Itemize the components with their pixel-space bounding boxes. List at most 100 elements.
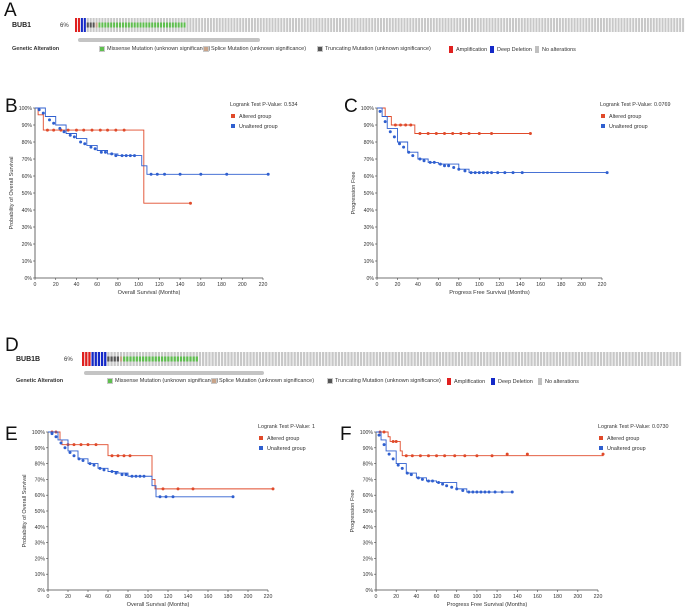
series-line-altered-group [377,107,531,134]
censor-mark [473,171,477,175]
oncoprint-sample [659,352,663,366]
oncoprint-sample [442,352,445,366]
y-tick-label: 90% [35,446,46,452]
oncoprint-sample [306,18,309,32]
oncoprint-sample [206,18,210,32]
legend-label: Missense Mutation (unknown significance) [115,378,219,384]
oncoprint-alteration [148,22,151,28]
oncoprint-sample [628,352,631,366]
y-tick-label: 40% [22,208,33,214]
legend-label: Deep Deletion [498,378,533,385]
oncoprint-sample [347,18,350,32]
censor-mark [130,474,134,478]
oncoprint-sample [599,18,602,32]
series-line-unaltered-group [377,107,608,174]
oncoprint-sample [327,18,330,32]
oncoprint-sample [242,18,245,32]
oncoprint-sample [341,18,344,32]
censor-mark [398,142,401,146]
oncoprint-sample [400,18,403,32]
oncoprint-sample [664,18,667,32]
x-tick-label: 20 [53,282,59,288]
oncoprint-sample [315,352,318,366]
legend-label: Amplification [456,46,488,53]
oncoprint-sample [541,18,544,32]
oncoprint-sample [340,352,344,366]
oncoprint-sample [652,18,655,32]
oncoprint-sample [289,18,292,32]
oncoprint-sample [233,352,236,366]
oncoprint-alteration [168,22,171,28]
oncoprint-sample [565,352,568,366]
oncoprint-sample [201,18,204,32]
oncoprint-scrollbar[interactable] [78,38,268,43]
oncoprint-sample [377,18,380,32]
censor-mark [490,132,494,135]
oncoprint-alteration [88,352,91,366]
y-tick-label: 0% [367,276,375,282]
oncoprint-sample [625,352,628,366]
oncoprint-sample [655,18,658,32]
censor-mark [37,108,41,112]
oncoprint-sample [318,352,322,366]
legend-label: Deep Deletion [497,46,532,53]
legend-title: Genetic Alteration [12,46,60,52]
oncoprint-sample [635,18,638,32]
oncoprint-sample [523,18,526,32]
censor-mark [525,452,529,456]
oncoprint-sample [413,352,416,366]
censor-mark [471,490,475,494]
y-tick-label: 10% [22,259,33,265]
oncoprint-sample [649,18,652,32]
censor-mark [142,474,146,478]
oncoprint-alteration [145,356,148,362]
x-tick-label: 40 [85,594,91,600]
oncoprint-alteration [127,22,130,28]
oncoprint-sample [666,352,669,366]
oncoprint-sample [485,18,488,32]
censor-mark [400,466,404,470]
legend-swatch [327,378,333,384]
oncoprint-sample [653,352,656,366]
censor-mark [391,457,395,461]
censor-mark [438,162,442,166]
censor-mark [477,171,481,175]
censor-mark [481,171,485,175]
series-line-unaltered-group [35,107,269,175]
oncoprint-scrollbar[interactable] [84,371,274,376]
censor-mark [469,171,473,175]
oncoprint-alteration [173,356,176,362]
oncoprint-alteration [113,356,116,362]
oncoprint-sample [544,18,547,32]
oncoprint-sample [450,18,453,32]
censor-mark [402,145,406,149]
x-tick-label: 140 [184,594,193,600]
oncoprint-sample [359,352,363,366]
censor-mark [418,454,422,458]
oncoprint-sample [374,18,377,32]
y-tick-label: 100% [19,106,33,112]
oncoprint-sample [620,18,623,32]
oncoprint-sample [423,352,426,366]
panel-letter-d: D [5,335,19,356]
censor-mark [475,454,479,458]
oncoprint-sample [596,352,599,366]
legend-swatch [449,46,453,53]
oncoprint-sample [337,352,341,366]
legend-label: Unaltered group [607,446,646,452]
oncoprint-sample [252,352,255,366]
oncoprint-sample [574,352,577,366]
censor-mark [171,495,175,499]
oncoprint-sample [211,352,214,366]
censor-mark [453,454,457,458]
oncoprint-alteration [123,356,126,362]
legend-item-missense: Missense Mutation (unknown significance) [107,378,219,384]
x-tick-label: 200 [238,282,247,288]
oncoprint-sample [292,18,295,32]
y-tick-label: 20% [364,242,375,248]
censor-mark [418,132,422,135]
legend-item-missense: Missense Mutation (unknown significance) [99,46,210,52]
censor-mark [467,490,471,494]
censor-mark [394,439,398,443]
censor-mark [426,479,430,483]
